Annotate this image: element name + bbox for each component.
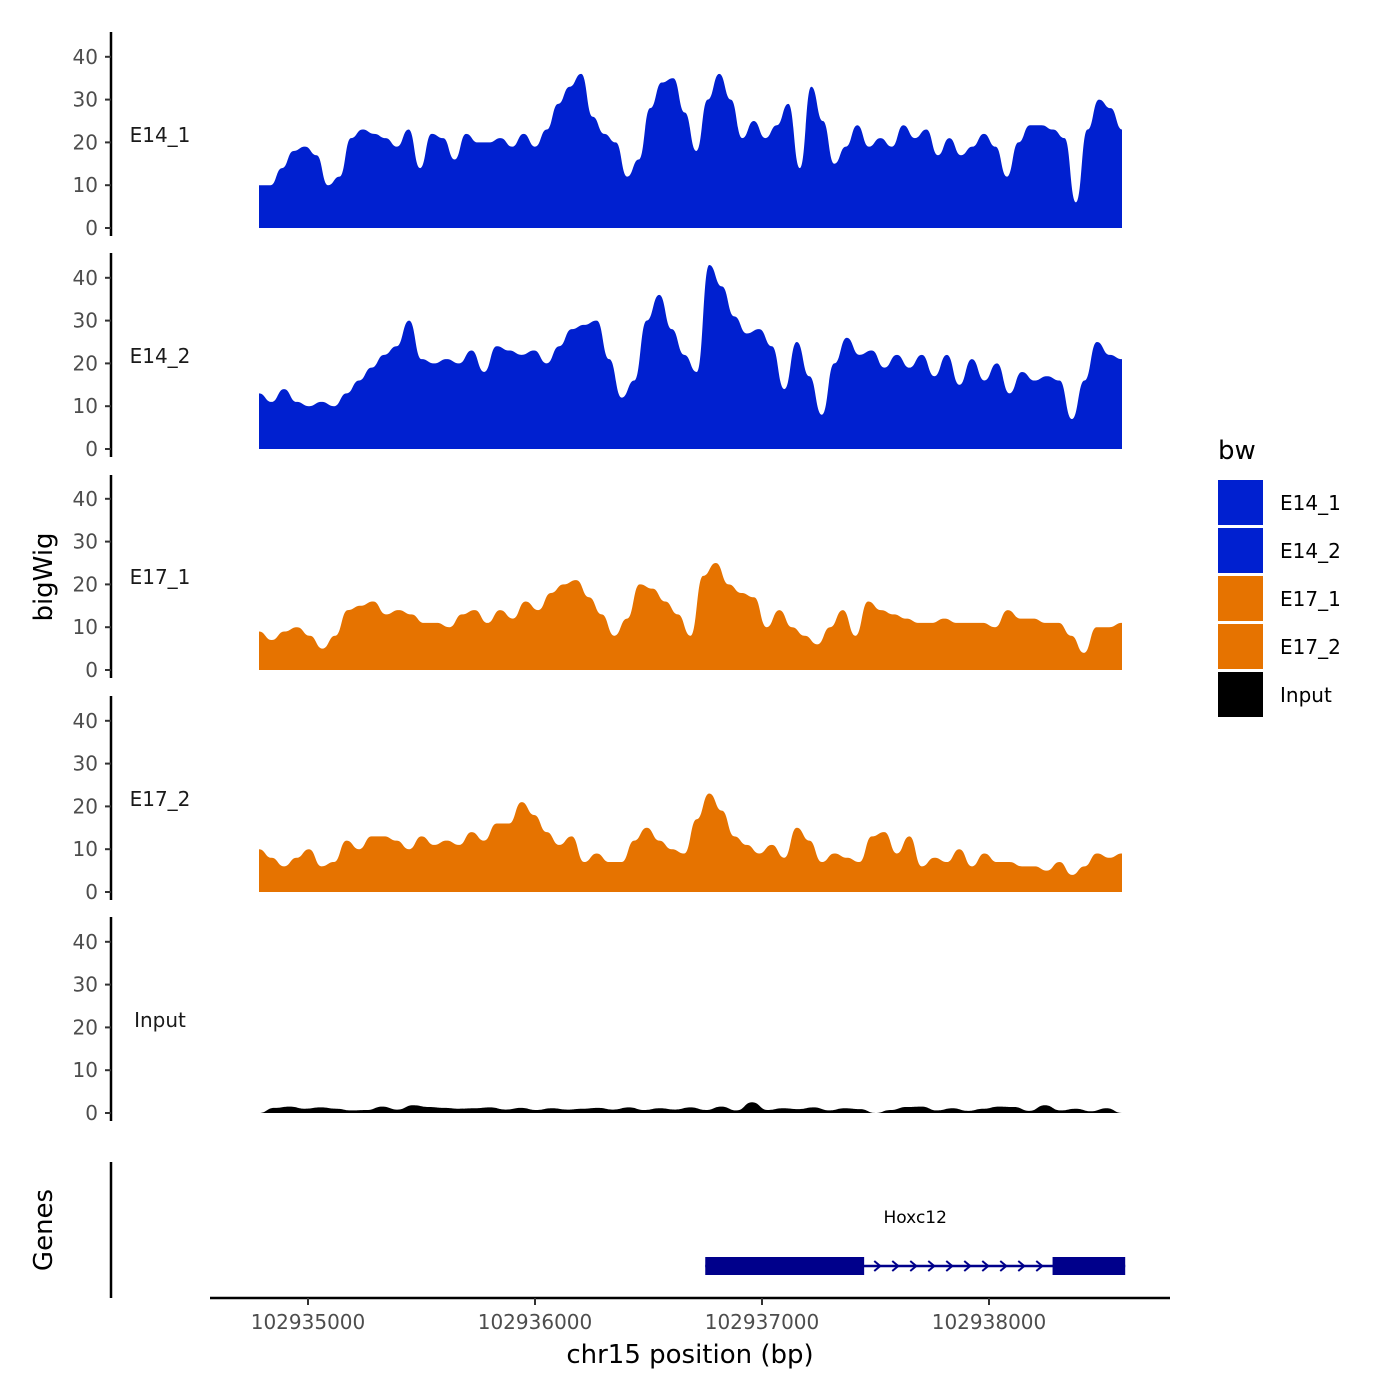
gene-exon bbox=[1052, 1257, 1126, 1275]
y-tick-label: 30 bbox=[73, 530, 98, 554]
strand-arrow bbox=[999, 1260, 1008, 1272]
legend-swatch bbox=[1218, 624, 1263, 669]
gene-track-label: Genes bbox=[29, 1189, 59, 1271]
legend-item-E17_2: E17_2 bbox=[1218, 624, 1341, 669]
y-tick-label: 20 bbox=[73, 130, 98, 154]
y-tick-label: 10 bbox=[73, 173, 98, 197]
y-tick-label: 0 bbox=[85, 1101, 98, 1125]
area-E17_2 bbox=[259, 793, 1122, 892]
y-tick-label: 40 bbox=[73, 266, 98, 290]
y-tick-label: 10 bbox=[73, 837, 98, 861]
track-E17_2: 0 10 20 30 40 E17_2 bbox=[73, 696, 1122, 904]
y-tick-label: 0 bbox=[85, 658, 98, 682]
y-tick-label: 10 bbox=[73, 394, 98, 418]
y-tick-label: 0 bbox=[85, 216, 98, 240]
legend-swatch bbox=[1218, 576, 1263, 621]
gene-exon bbox=[705, 1257, 865, 1275]
strand-arrow bbox=[927, 1260, 936, 1272]
legend-swatch bbox=[1218, 528, 1263, 573]
y-axis-title: bigWig bbox=[29, 532, 59, 621]
legend: bw E14_1 E14_2 E17_1 E17_2 Input bbox=[1218, 436, 1341, 717]
x-axis-title: chr15 position (bp) bbox=[566, 1340, 813, 1370]
track-label-E14_1: E14_1 bbox=[130, 123, 191, 147]
legend-label: E17_1 bbox=[1280, 587, 1341, 611]
track-E14_2: 0 10 20 30 40 E14_2 bbox=[73, 253, 1122, 461]
legend-label: Input bbox=[1280, 683, 1332, 707]
legend-label: E17_2 bbox=[1280, 635, 1341, 659]
track-label-E17_2: E17_2 bbox=[130, 787, 191, 811]
x-ticks: 102935000 102936000 102937000 102938000 bbox=[251, 1298, 1047, 1334]
strand-arrow bbox=[909, 1260, 918, 1272]
gene-items: Hoxc12 bbox=[705, 1208, 1126, 1275]
track-label-E17_1: E17_1 bbox=[130, 565, 191, 589]
y-tick-label: 40 bbox=[73, 709, 98, 733]
y-tick-label: 0 bbox=[85, 437, 98, 461]
legend-title: bw bbox=[1218, 436, 1256, 466]
area-E14_2 bbox=[259, 264, 1122, 449]
strand-arrow bbox=[981, 1260, 990, 1272]
track-panels: 0 10 20 30 40 E14_1 0 10 20 30 40 E14_2 0 10 20 30 40 E17… bbox=[73, 32, 1122, 1125]
legend-item-E17_1: E17_1 bbox=[1218, 576, 1341, 621]
y-tick-label: 0 bbox=[85, 880, 98, 904]
y-tick-label: 10 bbox=[73, 1058, 98, 1082]
x-tick-label: 102936000 bbox=[478, 1310, 593, 1334]
area-Input bbox=[259, 1102, 1122, 1113]
strand-arrow bbox=[945, 1260, 954, 1272]
x-tick-label: 102938000 bbox=[932, 1310, 1047, 1334]
x-tick-label: 102935000 bbox=[251, 1310, 366, 1334]
y-tick-label: 30 bbox=[73, 752, 98, 776]
legend-item-E14_1: E14_1 bbox=[1218, 480, 1341, 525]
gene-track: Genes Hoxc12 bbox=[29, 1162, 1126, 1298]
legend-item-Input: Input bbox=[1218, 672, 1332, 717]
y-tick-label: 20 bbox=[73, 794, 98, 818]
legend-swatch bbox=[1218, 480, 1263, 525]
legend-items: E14_1 E14_2 E17_1 E17_2 Input bbox=[1218, 480, 1341, 717]
gene-Hoxc12: Hoxc12 bbox=[705, 1208, 1126, 1275]
y-tick-label: 40 bbox=[73, 930, 98, 954]
y-tick-label: 10 bbox=[73, 615, 98, 639]
track-E14_1: 0 10 20 30 40 E14_1 bbox=[73, 32, 1122, 240]
legend-item-E14_2: E14_2 bbox=[1218, 528, 1341, 573]
y-tick-label: 20 bbox=[73, 1015, 98, 1039]
strand-arrow bbox=[1035, 1260, 1044, 1272]
track-Input: 0 10 20 30 40 Input bbox=[73, 917, 1122, 1125]
y-tick-label: 20 bbox=[73, 572, 98, 596]
track-label-E14_2: E14_2 bbox=[130, 344, 191, 368]
strand-arrow bbox=[963, 1260, 972, 1272]
y-tick-label: 30 bbox=[73, 309, 98, 333]
area-E14_1 bbox=[259, 73, 1122, 228]
strand-arrow bbox=[873, 1260, 882, 1272]
y-tick-label: 20 bbox=[73, 351, 98, 375]
strand-arrow bbox=[1017, 1260, 1026, 1272]
track-label-Input: Input bbox=[134, 1008, 186, 1032]
legend-label: E14_2 bbox=[1280, 539, 1341, 563]
gene-name-label: Hoxc12 bbox=[884, 1208, 947, 1228]
y-tick-label: 40 bbox=[73, 487, 98, 511]
y-tick-label: 30 bbox=[73, 88, 98, 112]
x-tick-label: 102937000 bbox=[705, 1310, 820, 1334]
y-tick-label: 40 bbox=[73, 45, 98, 69]
y-tick-label: 30 bbox=[73, 973, 98, 997]
legend-label: E14_1 bbox=[1280, 491, 1341, 515]
strand-arrow bbox=[891, 1260, 900, 1272]
x-axis: 102935000 102936000 102937000 102938000 chr… bbox=[210, 1296, 1170, 1370]
area-E17_1 bbox=[259, 563, 1122, 670]
legend-swatch bbox=[1218, 672, 1263, 717]
track-E17_1: 0 10 20 30 40 E17_1 bbox=[73, 475, 1122, 682]
